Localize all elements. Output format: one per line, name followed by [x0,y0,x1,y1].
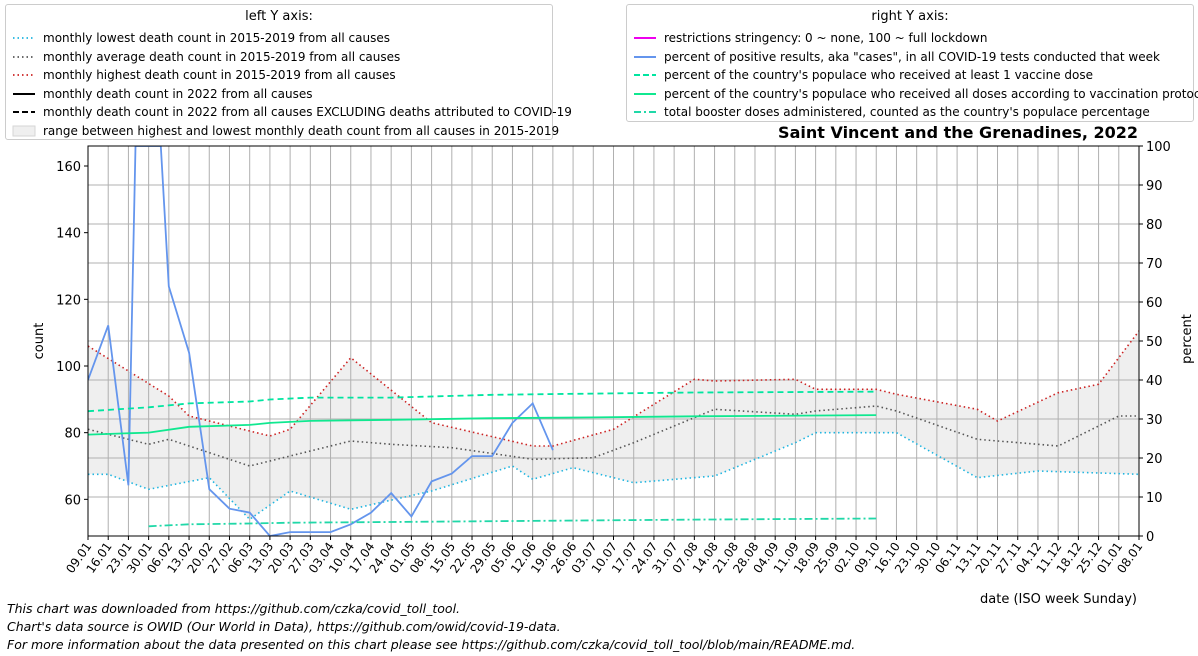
legend-swatch [634,92,656,95]
y-left-tick-label: 120 [56,293,81,308]
y-right-tick-label: 20 [1146,452,1163,467]
legend-label: total booster doses administered, counte… [664,105,1150,119]
y-axis-right-label: percent [1180,314,1195,364]
series-line-5 [88,414,877,436]
y-left-tick-label: 60 [64,493,81,508]
legend-swatch [634,111,656,113]
footnote-more-info: For more information about the data pres… [7,637,856,652]
series-lines [88,146,1139,536]
series-line-6 [148,517,877,528]
legend-label: monthly average death count in 2015-2019… [43,49,401,64]
legend-right-item: restrictions stringency: 0 ~ none, 100 ~… [633,29,987,47]
legend-left-item: range between highest and lowest monthly… [12,122,559,140]
legend-swatch [13,55,35,58]
y-right-tick-label: 50 [1146,335,1163,350]
legend-left-item: monthly highest death count in 2015-2019… [12,66,396,84]
y-right-tick-label: 30 [1146,413,1163,428]
series-line-1 [88,405,1139,467]
y-axis-left-label: count [32,323,47,360]
legend-label: monthly death count in 2022 from all cau… [43,86,313,101]
series-line-4 [88,390,877,413]
legend-swatch [634,37,656,39]
legend-right-item: total booster doses administered, counte… [633,103,1150,121]
series-line-3 [88,146,554,536]
y-right-tick-label: 80 [1146,218,1163,233]
legend-left: left Y axis: monthly lowest death count … [5,4,572,140]
legend-left-item: monthly average death count in 2015-2019… [12,48,400,66]
legend-left-item: monthly death count in 2022 from all cau… [12,103,572,121]
grid [87,145,1140,537]
y-left-tick-label: 140 [56,227,81,242]
y-right-tick-label: 100 [1146,140,1171,155]
y-right-tick-label: 70 [1146,257,1163,272]
legend-right-item: percent of the country's populace who re… [633,85,1198,103]
legend-label: range between highest and lowest monthly… [43,123,560,138]
footnote-source-chart: This chart was downloaded from https://g… [7,601,461,616]
y-right-tick-label: 10 [1146,491,1163,506]
y-left-tick-label: 160 [56,160,81,175]
y-right-tick-label: 0 [1146,530,1154,545]
legend-label: monthly death count in 2022 from all cau… [43,105,572,119]
legend-left-item: monthly death count in 2022 from all cau… [12,85,312,103]
y-right-tick-label: 40 [1146,374,1163,389]
legend-swatch [13,37,35,39]
legend-label: monthly highest death count in 2015-2019… [43,68,396,82]
legend-swatch [13,92,35,95]
legend-swatch [13,111,35,113]
x-axis-label: date (ISO week Sunday) [980,592,1137,607]
chart-title: Saint Vincent and the Grenadines, 2022 [778,123,1138,142]
legend-right-title: right Y axis: [871,9,949,24]
legend-swatch [634,55,656,58]
legend-right: right Y axis: restrictions stringency: 0… [626,4,1198,122]
legend-label: restrictions stringency: 0 ~ none, 100 ~… [664,31,988,45]
legend-label: percent of the country's populace who re… [664,68,1093,82]
y-right-tick-label: 60 [1146,296,1163,311]
legend-left-item: monthly lowest death count in 2015-2019 … [12,29,390,47]
legend-label: percent of positive results, aka "cases"… [664,49,1160,64]
y-right-tick-label: 90 [1146,179,1163,194]
legend-swatch [634,74,656,76]
legend-swatch [13,74,35,76]
y-left-tick-label: 100 [56,360,81,375]
legend-label: percent of the country's populace who re… [664,86,1198,101]
legend-left-title: left Y axis: [245,9,313,24]
legend-right-item: percent of the country's populace who re… [633,66,1093,84]
legend-label: monthly lowest death count in 2015-2019 … [43,31,390,45]
y-left-tick-label: 80 [64,427,81,442]
legend-right-item: percent of positive results, aka "cases"… [633,48,1160,66]
series-line-2 [88,329,1139,447]
legend-swatch [12,125,36,136]
footnote-data-source: Chart's data source is OWID (Our World i… [7,619,561,634]
